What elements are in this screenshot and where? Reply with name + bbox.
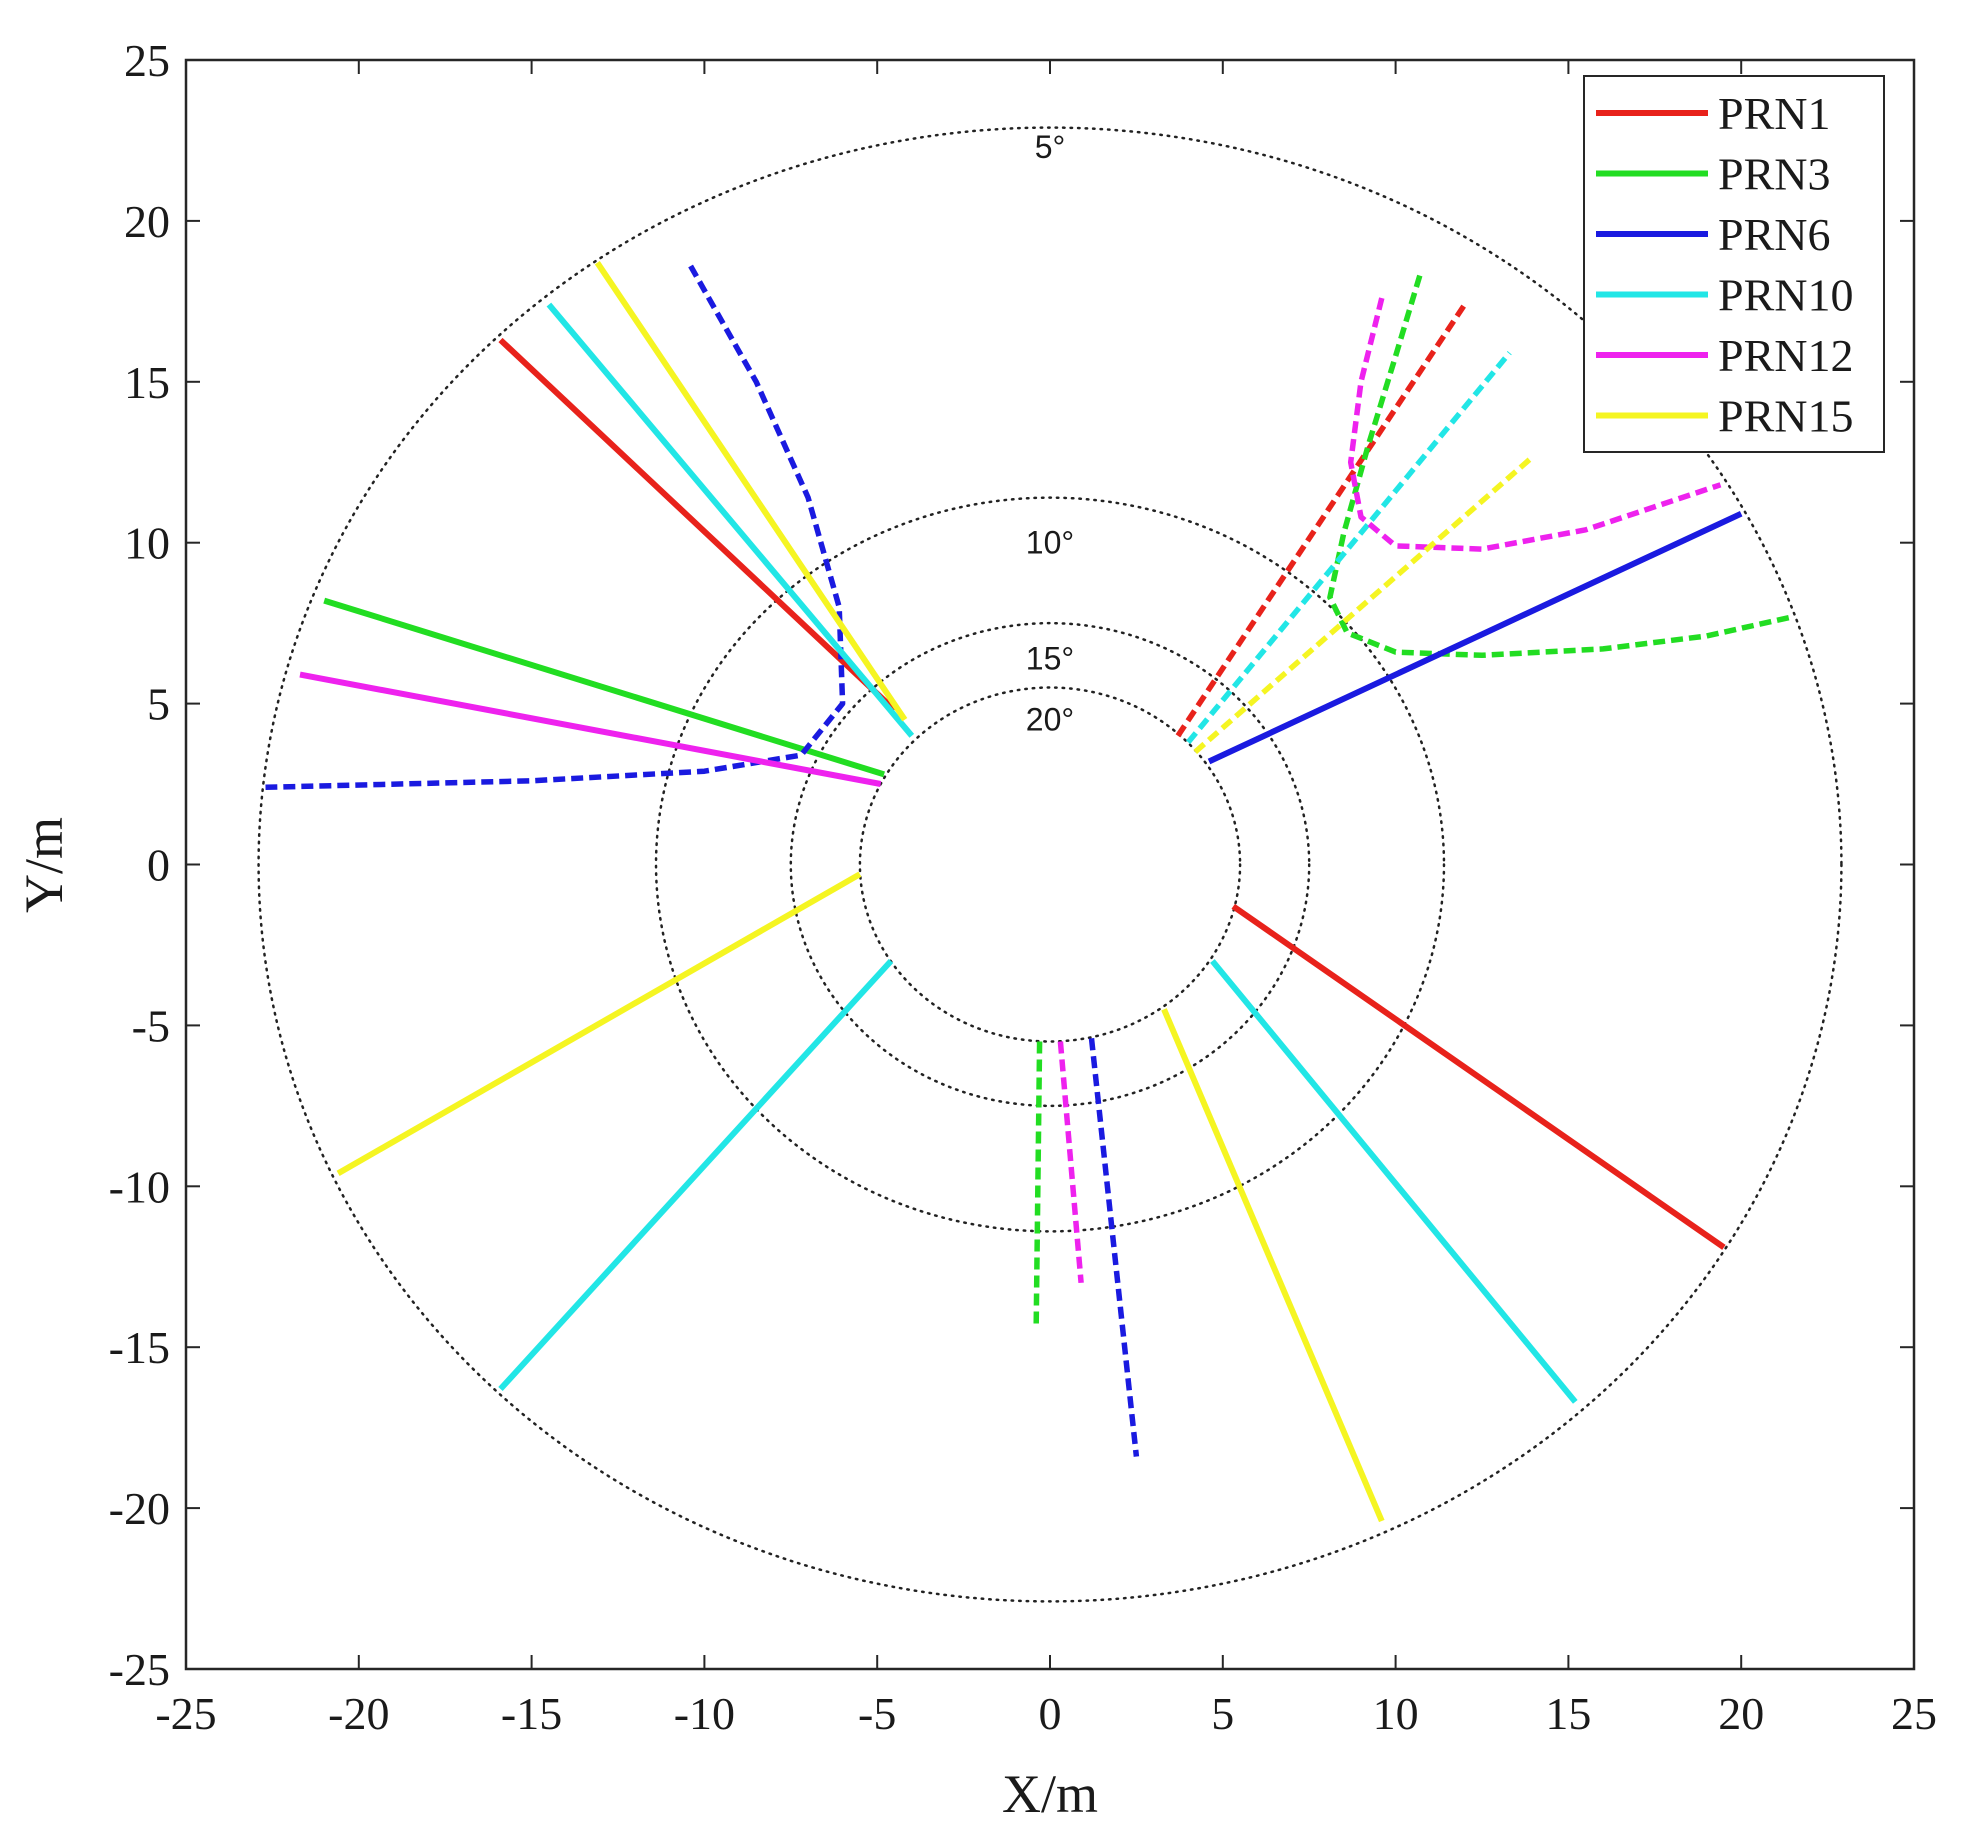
series-line-prn1 (1231, 903, 1726, 1250)
x-tick-label: 0 (1039, 1688, 1062, 1739)
series-line-prn12 (299, 671, 882, 787)
x-tick-label: -25 (155, 1688, 216, 1739)
x-tick-label: -15 (501, 1688, 562, 1739)
elevation-ring (858, 686, 1242, 1043)
y-tick-label: 0 (147, 840, 170, 891)
y-tick-label: 25 (124, 35, 170, 86)
x-tick-label: -20 (328, 1688, 389, 1739)
legend[interactable]: PRN1 PRN3 PRN6 PRN10 PRN12 PRN15 (1583, 75, 1885, 453)
ticks: -25 -20 -15 -10 -5 0 5 10 15 20 25 -25 -20 -15 -10 -5 0 5… (109, 35, 1937, 1739)
y-tick-label: 15 (124, 357, 170, 408)
y-tick-label: -10 (109, 1161, 170, 1212)
series-line-prn15-dashed (1193, 453, 1536, 754)
series-lines (265, 261, 1794, 1523)
series-line-prn3-dashed (1327, 274, 1794, 659)
series-line-prn12-dashed (1347, 297, 1722, 552)
elevation-ring (789, 621, 1311, 1108)
legend-label-prn15: PRN15 (1718, 391, 1853, 442)
y-axis-title: Y/m (14, 817, 74, 913)
series-line-prn6-dashed (1088, 1038, 1140, 1457)
legend-label-prn12: PRN12 (1718, 330, 1853, 381)
elevation-ring-label: 5° (1035, 129, 1066, 165)
y-tick-label: -25 (109, 1644, 170, 1695)
y-tick-label: 10 (124, 518, 170, 569)
series-line-prn3 (323, 597, 885, 778)
elevation-ring (257, 126, 1843, 1603)
x-tick-label: 15 (1545, 1688, 1591, 1739)
legend-box (1583, 75, 1885, 453)
legend-label-prn6: PRN6 (1718, 209, 1830, 260)
y-tick-label: -20 (109, 1483, 170, 1534)
series-line-prn10 (546, 302, 915, 738)
x-tick-label: 25 (1891, 1688, 1937, 1739)
elevation-ring-label: 15° (1026, 641, 1074, 677)
series-line-prn1-dashed (1175, 303, 1467, 738)
legend-label-prn10: PRN10 (1718, 270, 1853, 321)
series-line-prn15 (336, 871, 862, 1177)
series-line-prn15 (1161, 1008, 1385, 1523)
elevation-ring-label: 10° (1026, 525, 1074, 561)
series-line-prn10 (498, 958, 894, 1392)
series-line-prn6 (1207, 510, 1743, 765)
elevation-ring-label: 20° (1026, 702, 1074, 738)
x-axis-title: X/m (1002, 1764, 1098, 1824)
series-line-prn12-dashed (1057, 1041, 1084, 1284)
series-line-prn10 (1210, 959, 1578, 1404)
x-tick-label: -5 (858, 1688, 896, 1739)
x-tick-label: 10 (1373, 1688, 1419, 1739)
y-tick-label: 20 (124, 196, 170, 247)
x-tick-label: -10 (674, 1688, 735, 1739)
y-tick-label: -15 (109, 1322, 170, 1373)
series-line-prn3-dashed (1033, 1041, 1043, 1325)
series-line-prn6-dashed (265, 264, 846, 791)
elevation-rings: 5° 10° 15° 20° (257, 126, 1843, 1603)
y-tick-label: -5 (132, 1000, 170, 1051)
x-tick-label: 20 (1718, 1688, 1764, 1739)
x-tick-label: 5 (1211, 1688, 1234, 1739)
legend-label-prn1: PRN1 (1718, 88, 1830, 139)
elevation-ring (654, 496, 1446, 1233)
y-tick-label: 5 (147, 679, 170, 730)
series-line-prn15 (594, 261, 908, 722)
series-line-prn10-dashed (1186, 351, 1512, 744)
legend-label-prn3: PRN3 (1718, 149, 1830, 200)
series-line-prn1 (498, 337, 897, 713)
